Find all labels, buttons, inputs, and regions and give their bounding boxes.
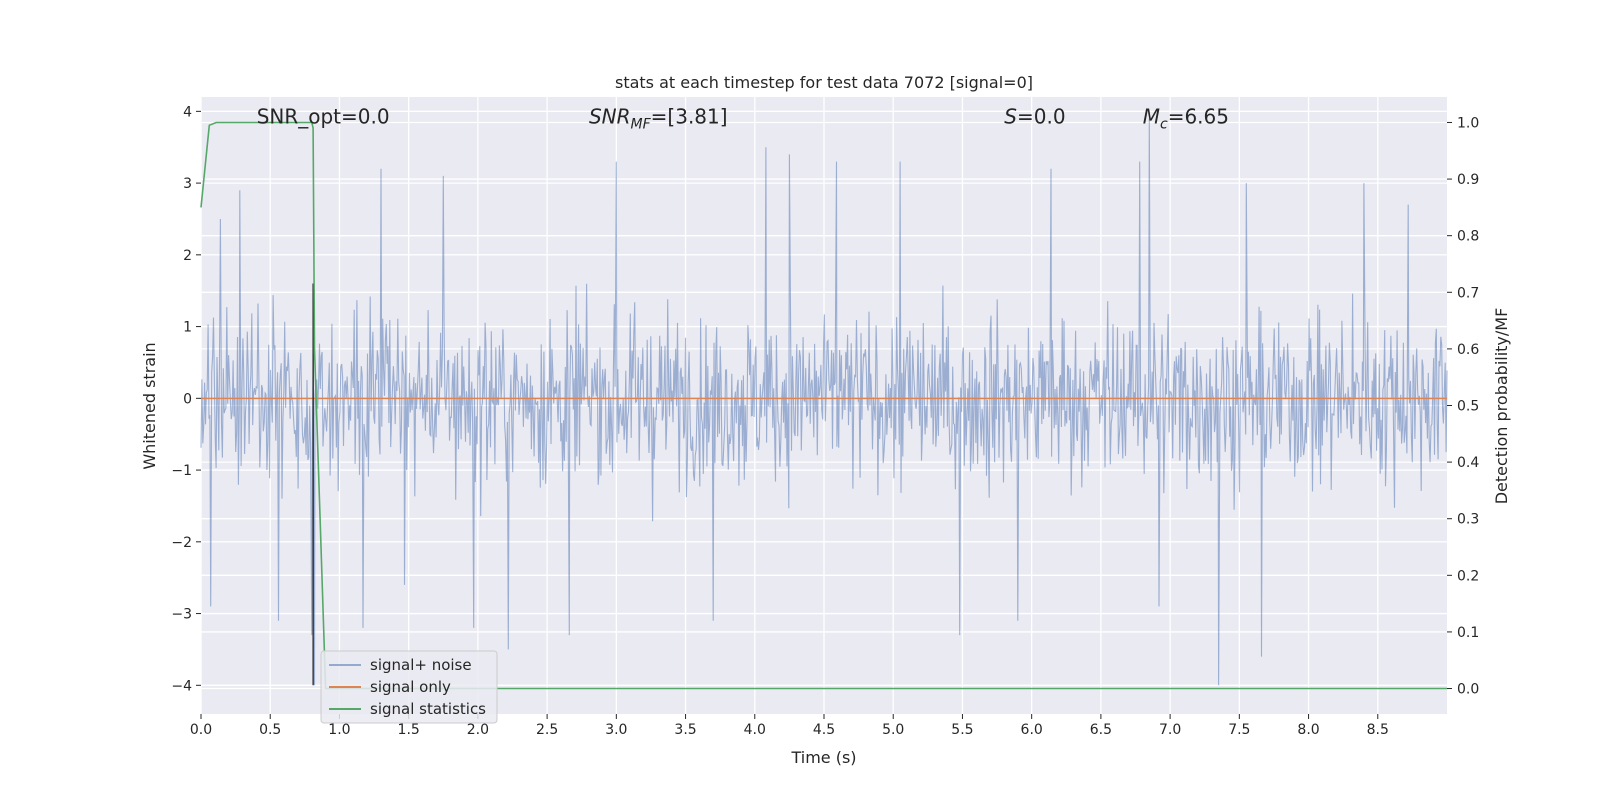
annotation-3: Mc=6.65 — [1143, 105, 1229, 133]
signal-statistics-line — [200, 121, 1447, 690]
x-tick-label-9: 4.5 — [813, 722, 835, 738]
y2-tick-label-2: 0.2 — [1457, 568, 1479, 584]
legend-label-signal-statistics: signal statistics — [370, 700, 486, 718]
axis-ticks: 0.0 0.5 1.0 1.5 2.0 2.5 3.0 3.5 4.0 4.5 5.0 5.5 6.0 6… — [171, 104, 1479, 738]
x-tick-label-17: 8.5 — [1367, 722, 1389, 738]
x-tick-label-1: 0.5 — [259, 722, 281, 738]
x-tick-label-11: 5.5 — [951, 722, 973, 738]
y-tick-label-7: 3 — [183, 176, 192, 192]
y-axis-label: Whitened strain — [140, 342, 159, 469]
legend-label-signal-only: signal only — [370, 678, 451, 696]
x-tick-label-0: 0.0 — [190, 722, 212, 738]
legend: signal+ noise signal only signal statist… — [320, 650, 498, 724]
y-tick-label-8: 4 — [183, 104, 192, 120]
x-tick-label-14: 7.0 — [1159, 722, 1181, 738]
y2-axis-label: Detection probability/MF — [1492, 308, 1511, 505]
legend-box — [320, 650, 498, 724]
x-tick-label-4: 2.0 — [467, 722, 489, 738]
x-tick-label-7: 3.5 — [674, 722, 696, 738]
x-tick-label-10: 5.0 — [882, 722, 904, 738]
y2-tick-label-3: 0.3 — [1457, 512, 1479, 528]
y2-tick-label-7: 0.7 — [1457, 285, 1479, 301]
y2-tick-label-5: 0.5 — [1457, 399, 1479, 415]
y-tick-label-6: 2 — [183, 248, 192, 264]
y2-tick-label-4: 0.4 — [1457, 455, 1479, 471]
x-tick-label-13: 6.5 — [1090, 722, 1112, 738]
x-tick-label-8: 4.0 — [744, 722, 766, 738]
y-tick-label-3: −1 — [171, 463, 192, 479]
grid — [200, 97, 1447, 714]
y-tick-label-2: −2 — [171, 535, 192, 551]
x-tick-label-3: 1.5 — [398, 722, 420, 738]
y-tick-label-4: 0 — [183, 391, 192, 407]
y2-tick-label-8: 0.8 — [1457, 229, 1479, 245]
y2-tick-label-6: 0.6 — [1457, 342, 1479, 358]
y2-tick-label-1: 0.1 — [1457, 625, 1479, 641]
signal-noise-line — [200, 118, 1448, 686]
y-tick-label-0: −4 — [171, 678, 192, 694]
annotation-1: SNRMF=[3.81] — [589, 105, 728, 133]
x-tick-label-6: 3.0 — [605, 722, 627, 738]
y2-tick-label-10: 1.0 — [1457, 115, 1479, 131]
y-tick-label-5: 1 — [183, 320, 192, 336]
series-signal-noise — [200, 118, 1448, 686]
chart-title: stats at each timestep for test data 707… — [615, 73, 1033, 92]
x-tick-label-16: 8.0 — [1297, 722, 1319, 738]
x-tick-label-12: 6.0 — [1021, 722, 1043, 738]
y2-tick-label-0: 0.0 — [1457, 682, 1479, 698]
series-lines — [200, 121, 1447, 690]
y-tick-label-1: −3 — [171, 607, 192, 623]
legend-label-signal-noise: signal+ noise — [370, 656, 472, 674]
x-tick-label-5: 2.5 — [536, 722, 558, 738]
annotations: SNR_opt=0.0 SNRMF=[3.81] S=0.0 Mc=6.65 — [257, 105, 1229, 133]
x-tick-label-15: 7.5 — [1228, 722, 1250, 738]
x-tick-label-2: 1.0 — [328, 722, 350, 738]
x-axis-label: Time (s) — [790, 748, 856, 767]
annotation-2: S=0.0 — [1004, 105, 1065, 129]
y2-tick-label-9: 0.9 — [1457, 172, 1479, 188]
annotation-0: SNR_opt=0.0 — [257, 105, 390, 129]
